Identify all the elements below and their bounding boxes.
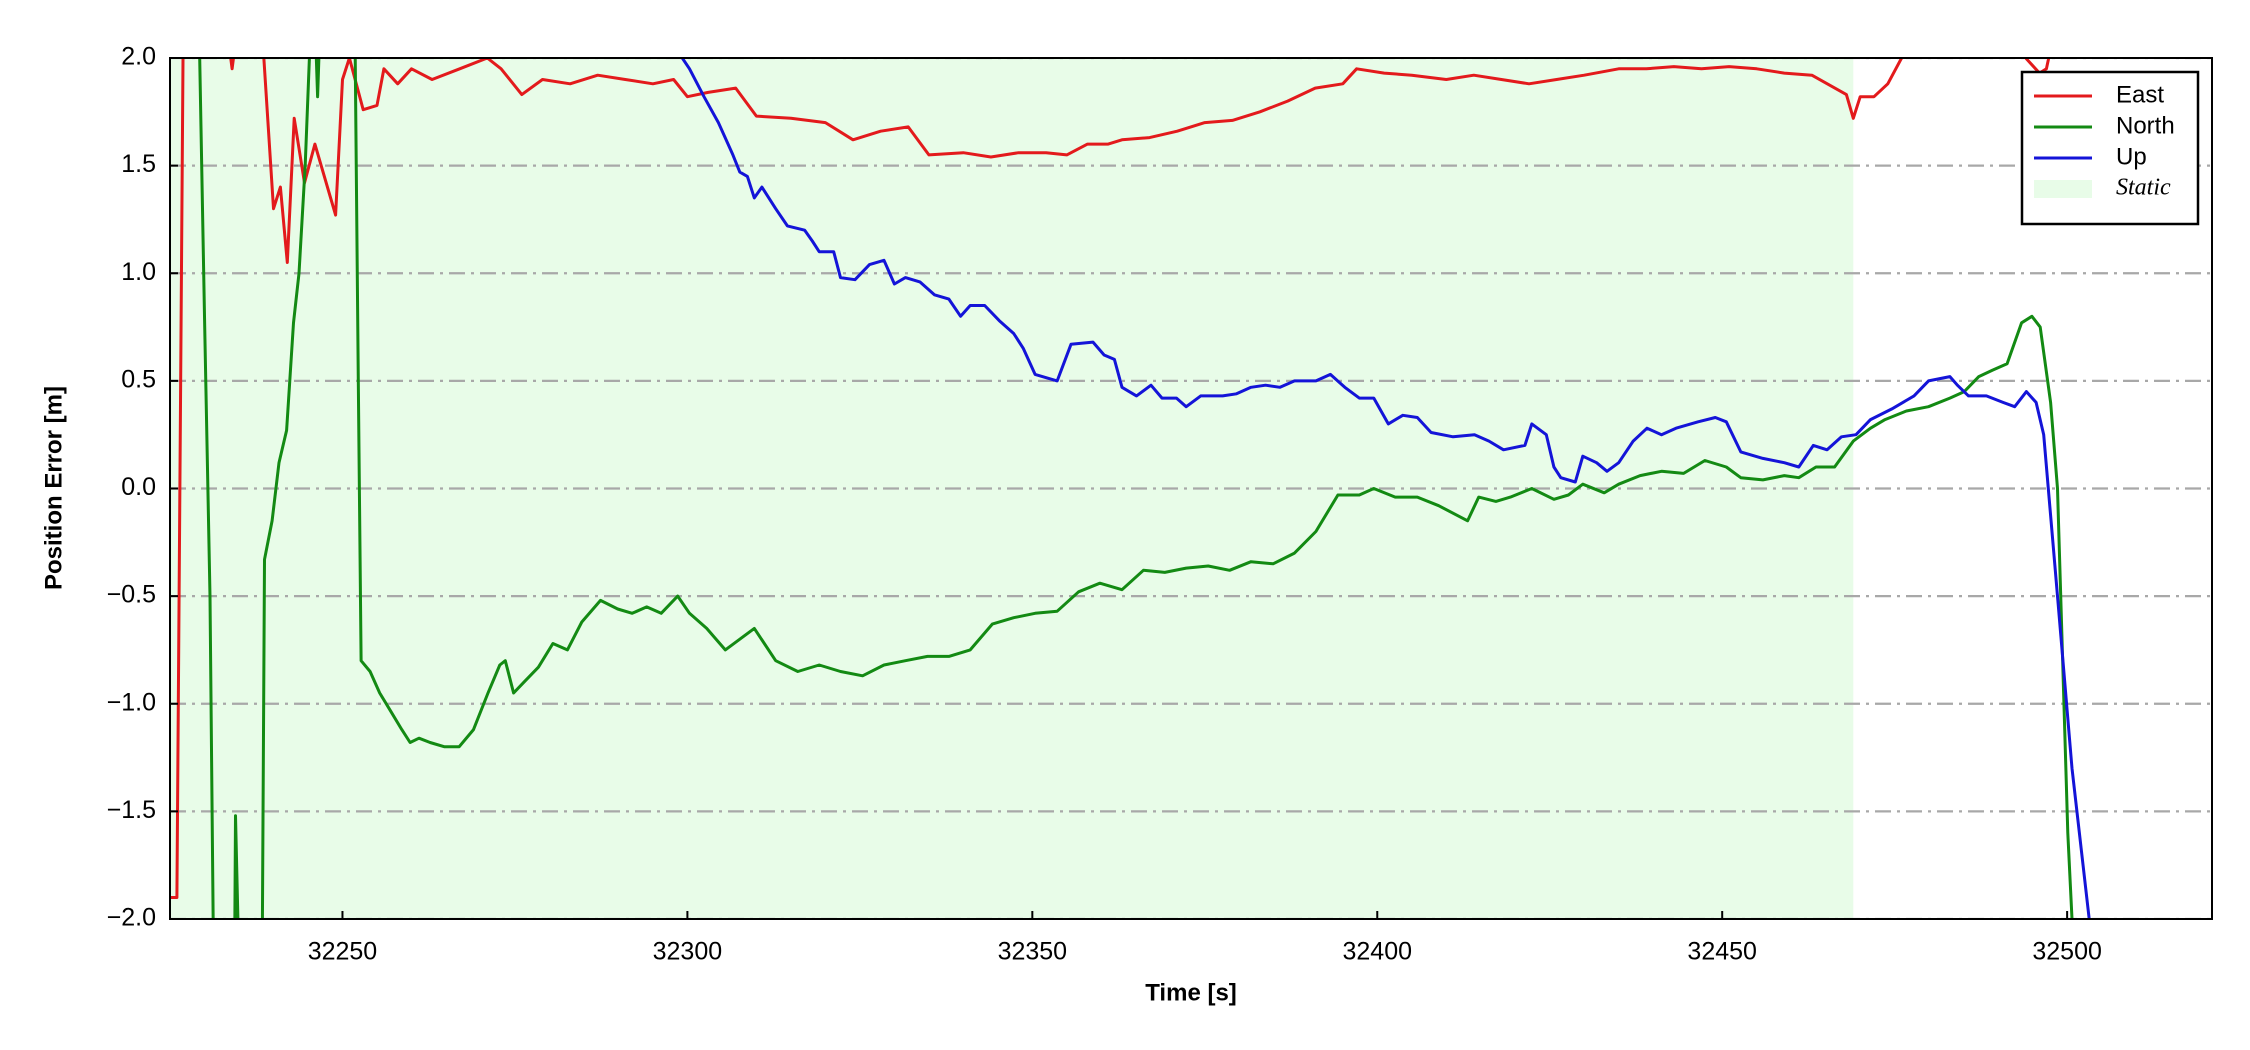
x-tick-label: 32450: [1687, 938, 1757, 966]
y-tick-label: 1.5: [121, 150, 156, 178]
y-tick-label: −2.0: [107, 904, 156, 932]
y-tick-label: 2.0: [121, 43, 156, 71]
legend-label: Up: [2116, 143, 2147, 170]
y-tick-label: −0.5: [107, 581, 156, 609]
series-line: [680, 58, 2091, 919]
y-axis-label: Position Error [m]: [40, 386, 67, 590]
y-tick-label: −1.5: [107, 796, 156, 824]
y-tick-label: 1.0: [121, 258, 156, 286]
y-tick-label: −1.0: [107, 688, 156, 716]
ticks: −2.0 −1.5 −1.0 −0.5 0.0 0.5 1.0 1.5 2.0 32250 3230…: [107, 43, 2102, 966]
x-tick-label: 32300: [653, 938, 723, 966]
y-tick-label: 0.5: [121, 365, 156, 393]
legend-swatch: [2034, 180, 2092, 198]
legend-label: Static: [2116, 175, 2171, 201]
x-tick-label: 32250: [308, 938, 378, 966]
plot-area: [170, 58, 2212, 919]
x-tick-label: 32400: [1342, 938, 1412, 966]
series-line: [170, 58, 2051, 899]
y-tick-label: 0.0: [121, 473, 156, 501]
legend-label: East: [2116, 81, 2164, 108]
legend-label: North: [2116, 112, 2175, 139]
series-line: [198, 58, 2074, 919]
legend-box: [2020, 70, 2200, 226]
x-tick-label: 32350: [998, 938, 1068, 966]
legend: East North Up Static: [2020, 70, 2200, 226]
x-axis-label: Time [s]: [1145, 979, 1237, 1006]
x-tick-label: 32500: [2032, 938, 2102, 966]
